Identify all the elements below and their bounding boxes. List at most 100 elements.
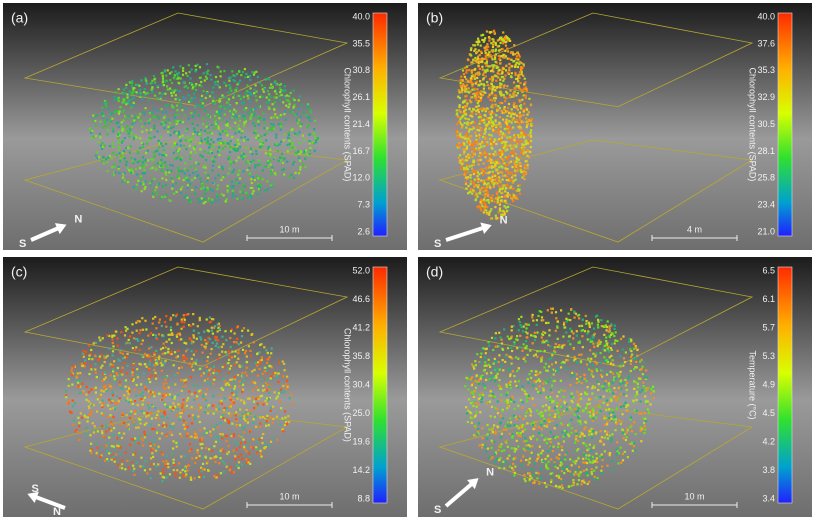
point <box>541 428 543 430</box>
point <box>486 206 488 208</box>
point <box>477 102 479 104</box>
point <box>210 139 212 141</box>
point <box>209 95 211 97</box>
point <box>193 354 195 356</box>
point <box>175 94 177 96</box>
point <box>134 441 136 443</box>
point <box>224 365 226 367</box>
point <box>517 109 519 111</box>
point <box>555 330 557 332</box>
point <box>268 386 270 388</box>
point <box>119 111 121 113</box>
point <box>492 121 494 123</box>
point <box>119 360 121 362</box>
point <box>142 156 144 158</box>
point <box>479 120 481 122</box>
point <box>150 158 152 160</box>
point <box>227 123 229 125</box>
point <box>164 388 166 390</box>
point <box>482 94 484 96</box>
point <box>124 334 126 336</box>
point <box>498 73 500 75</box>
point <box>524 449 526 451</box>
point <box>565 318 567 320</box>
point <box>231 70 233 72</box>
point <box>570 485 572 487</box>
point <box>224 419 226 421</box>
point <box>234 80 236 82</box>
point <box>215 76 217 78</box>
point <box>126 93 128 95</box>
point <box>256 175 258 177</box>
point <box>507 145 509 147</box>
point <box>517 165 519 167</box>
point <box>482 34 484 36</box>
point <box>551 363 553 365</box>
point <box>236 361 238 363</box>
point <box>107 108 109 110</box>
point <box>490 140 492 142</box>
point <box>531 118 533 120</box>
point <box>202 352 204 354</box>
point <box>261 140 263 142</box>
point <box>128 467 130 469</box>
point <box>145 328 147 330</box>
point <box>492 58 494 60</box>
point <box>118 166 120 168</box>
point <box>141 190 143 192</box>
point <box>524 178 526 180</box>
point <box>505 119 507 121</box>
point <box>604 430 606 432</box>
point <box>479 91 481 93</box>
point <box>248 345 250 347</box>
point <box>153 441 155 443</box>
compass-end: N <box>74 214 82 226</box>
point <box>171 188 173 190</box>
point <box>258 368 260 370</box>
point <box>170 425 172 427</box>
point <box>536 350 538 352</box>
point <box>160 136 162 138</box>
point <box>143 169 145 171</box>
point <box>193 385 195 387</box>
point <box>112 342 114 344</box>
point <box>566 466 568 468</box>
point <box>134 413 136 415</box>
point <box>220 138 222 140</box>
point <box>292 163 294 165</box>
point <box>482 69 484 71</box>
point <box>499 386 501 388</box>
point <box>483 162 485 164</box>
point <box>511 141 513 143</box>
point <box>164 352 166 354</box>
point <box>532 474 534 476</box>
point <box>184 428 186 430</box>
point <box>517 134 519 136</box>
point <box>154 95 156 97</box>
point <box>99 356 101 358</box>
point <box>501 48 503 50</box>
point <box>164 379 166 381</box>
point <box>133 87 135 89</box>
point <box>176 143 178 145</box>
point <box>491 440 493 442</box>
point <box>119 384 121 386</box>
point <box>216 424 218 426</box>
point <box>175 472 177 474</box>
point <box>126 130 128 132</box>
point <box>229 151 231 153</box>
point <box>68 385 70 387</box>
point <box>497 400 499 402</box>
point <box>303 111 305 113</box>
point <box>259 417 261 419</box>
point <box>242 198 244 200</box>
point <box>469 373 471 375</box>
point <box>199 319 201 321</box>
point <box>106 133 108 135</box>
point <box>113 163 115 165</box>
point <box>204 188 206 190</box>
point <box>238 343 240 345</box>
point <box>176 314 178 316</box>
point <box>500 42 502 44</box>
point <box>633 380 635 382</box>
